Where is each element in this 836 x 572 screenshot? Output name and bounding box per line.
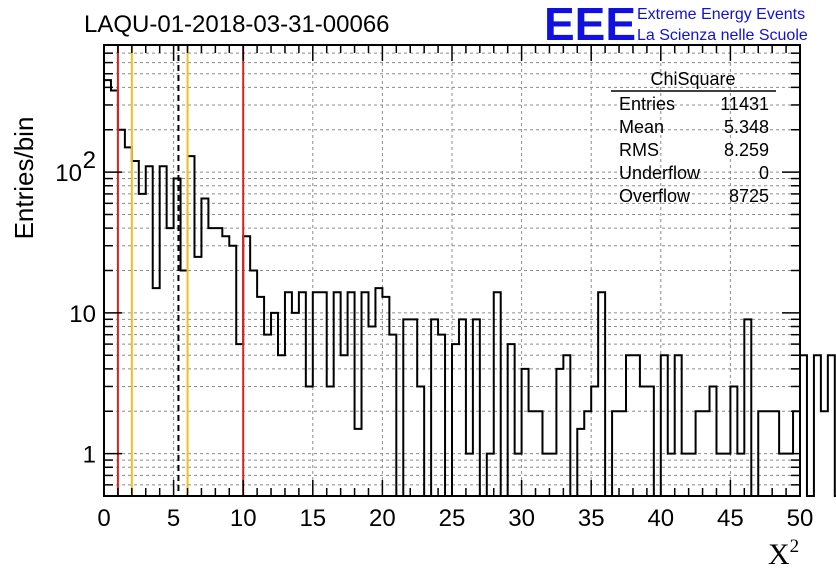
y-tick-label-sup: 2 [83,147,96,174]
eee-logo: EEE Extreme Energy Events La Scienza nel… [544,0,808,50]
x-tick-label: 25 [439,505,466,532]
x-axis-label: X2 [768,536,799,571]
stats-label: Underflow [619,163,701,183]
x-tick-label: 40 [647,505,674,532]
logo-line-2: La Scienza nelle Scuole [637,27,808,44]
x-tick-label: 20 [369,505,396,532]
x-axis-label-sup: 2 [790,536,800,557]
stats-title: ChiSquare [650,69,735,89]
x-tick-label: 50 [787,505,814,532]
stats-label: RMS [619,140,659,160]
stats-rows: Entries 11431 Mean 5.348 RMS 8.259 Underflow 0 O… [619,94,769,206]
logo-line-1: Extreme Energy Events [637,6,805,23]
y-tick-label: 10 [55,160,82,187]
x-tick-label: 45 [717,505,744,532]
chart-title: LAQU-01-2018-03-31-00066 [84,11,390,38]
x-tick-label: 5 [167,505,180,532]
x-tick-label: 30 [508,505,535,532]
x-axis-label-base: X [768,538,790,571]
y-axis-label: Entries/bin [9,117,39,240]
stats-value: 8.259 [724,140,769,160]
y-tick-label: 1 [83,442,96,469]
y-tick-label-base: 10 [55,160,82,187]
x-tick-label: 35 [578,505,605,532]
logo-text: EEE [544,0,636,50]
y-tick-label: 10 [69,301,96,328]
stats-box: ChiSquare Entries 11431 Mean 5.348 RMS 8.259 U… [611,69,776,206]
marker-lines [116,45,245,496]
stats-label: Mean [619,117,664,137]
x-tick-label: 10 [230,505,257,532]
stats-label: Overflow [619,186,691,206]
x-tick-label: 15 [299,505,326,532]
stats-value: 5.348 [724,117,769,137]
stats-value: 8725 [729,186,769,206]
stats-value: 0 [759,163,769,183]
stats-value: 11431 [720,94,769,114]
x-tick-label: 0 [97,505,110,532]
stats-label: Entries [619,94,675,114]
